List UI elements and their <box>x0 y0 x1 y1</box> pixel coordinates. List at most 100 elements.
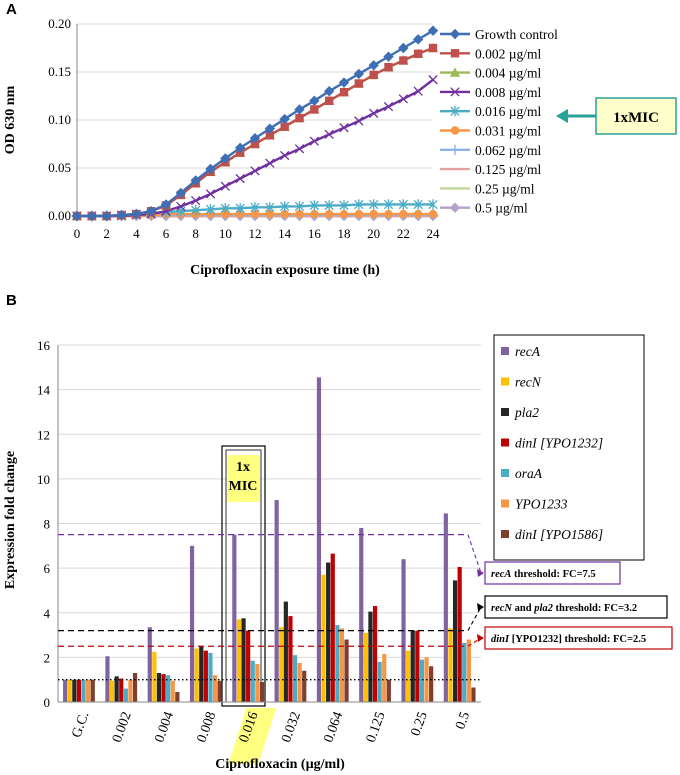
a-data-point <box>323 86 335 97</box>
a-legend-marker <box>450 49 460 58</box>
b-bar <box>170 680 175 702</box>
b-threshold-leader <box>467 534 482 574</box>
a-y-tick-label: 0.15 <box>48 64 71 79</box>
a-data-point <box>413 49 423 58</box>
b-bar-group <box>232 534 265 702</box>
b-x-axis-title: Ciprofloxacin (µg/ml) <box>215 757 345 772</box>
b-bar <box>335 625 340 702</box>
a-data-point <box>250 209 260 219</box>
b-threshold-labels: recA threshold: FC=7.5 recN and pla2 thre… <box>484 561 673 650</box>
b-y-tick-label: 16 <box>37 338 51 353</box>
b-x-tick-label: 0.5 <box>453 710 473 732</box>
mic-annotation-a: 1xMIC <box>556 97 677 135</box>
a-legend-item: Growth control <box>440 27 558 42</box>
mic-arrow-head <box>556 109 568 123</box>
b-bar-group <box>316 377 349 702</box>
a-x-axis-title: Ciprofloxacin exposure time (h) <box>190 263 380 278</box>
a-x-tick-label: 14 <box>278 226 292 241</box>
a-legend-marker <box>450 126 460 135</box>
a-data-point <box>399 56 408 65</box>
b-legend-swatch <box>501 438 509 447</box>
a-data-point <box>384 209 393 219</box>
a-data-point <box>338 77 350 88</box>
a-data-point <box>428 199 438 210</box>
b-bars <box>63 377 476 702</box>
a-legend-item: 0.016 µg/ml <box>440 104 542 119</box>
a-data-point <box>309 136 319 146</box>
a-data-point <box>160 199 172 210</box>
b-threshold-gene: dinI <box>491 634 510 645</box>
a-legend-label: Growth control <box>475 27 558 42</box>
b-bar <box>128 679 133 702</box>
b-threshold-label: recA threshold: FC=7.5 <box>491 569 596 580</box>
a-data-point <box>250 139 260 149</box>
b-bar <box>419 659 425 702</box>
a-legend-marker <box>449 28 461 40</box>
b-highlight-category-box <box>228 708 277 764</box>
a-data-point <box>339 200 349 211</box>
a-data-point <box>428 209 438 219</box>
a-data-point <box>205 163 216 175</box>
b-threshold-gene: recN <box>491 603 512 614</box>
b-bar <box>114 676 119 702</box>
b-bar <box>199 646 204 702</box>
b-legend-label: recA <box>515 344 541 359</box>
b-bar-group <box>274 500 307 702</box>
a-y-ticks: 0.00 0.05 0.10 0.15 0.20 <box>48 16 71 223</box>
b-bar <box>123 688 128 702</box>
b-bar <box>344 639 349 702</box>
a-legend-marker <box>449 67 461 77</box>
a-data-point <box>220 181 230 191</box>
a-y-tick-label: 0.05 <box>48 160 71 175</box>
a-data-point <box>250 202 260 213</box>
a-data-point <box>191 205 201 216</box>
a-data-point <box>383 199 394 210</box>
a-legend-label: 0.016 µg/ml <box>475 104 542 119</box>
a-data-point <box>339 87 349 97</box>
b-bar <box>382 654 387 702</box>
b-bar <box>279 627 284 702</box>
b-bar <box>363 632 368 702</box>
a-data-point <box>295 209 304 219</box>
b-bar <box>236 619 242 702</box>
b-y-ticks: 0 2 4 6 8 10 12 14 16 <box>37 338 51 710</box>
b-bar <box>316 377 322 702</box>
a-data-point <box>398 199 408 210</box>
a-data-point <box>324 129 334 140</box>
a-data-point <box>369 70 378 80</box>
b-bar-group <box>147 627 180 702</box>
a-data-point <box>235 203 245 214</box>
b-bar <box>302 670 307 702</box>
a-data-point <box>339 123 349 133</box>
b-legend-item: recA <box>501 344 541 359</box>
b-threshold-rest: [YPO1232] threshold: FC=2.5 <box>509 634 646 645</box>
b-legend-item: recN <box>501 375 542 390</box>
b-x-tick-label: 0.002 <box>110 710 135 745</box>
a-data-point <box>384 63 393 72</box>
b-x-tick-label: 0.064 <box>321 710 346 745</box>
a-data-point <box>294 144 305 154</box>
a-data-point <box>71 210 83 222</box>
b-y-tick-label: 12 <box>37 427 50 442</box>
a-legend-label: 0.062 µg/ml <box>475 143 542 158</box>
a-data-point <box>264 123 276 134</box>
a-x-tick-label: 2 <box>103 226 110 241</box>
a-data-point <box>175 187 187 199</box>
a-y-axis-title: OD 630 nm <box>3 85 18 154</box>
b-bar <box>119 678 124 702</box>
b-bar <box>132 672 138 702</box>
line-chart: 0.000.050.100.150.20 0 2 4 6 8 10 12 14 16 18 20 22… <box>3 16 677 278</box>
a-data-point <box>383 51 394 62</box>
a-legend-item: 0.062 µg/ml <box>440 143 542 158</box>
b-bar <box>259 681 265 702</box>
b-y-tick-label: 4 <box>44 606 51 621</box>
a-x-tick-label: 24 <box>427 226 441 241</box>
a-legend-label: 0.5 µg/ml <box>475 201 528 216</box>
a-data-point <box>131 208 142 220</box>
b-bar <box>156 672 162 702</box>
a-series <box>71 25 439 222</box>
a-data-point <box>412 34 424 45</box>
b-bar <box>283 601 288 702</box>
a-data-point <box>428 43 438 53</box>
a-data-point <box>354 199 364 210</box>
